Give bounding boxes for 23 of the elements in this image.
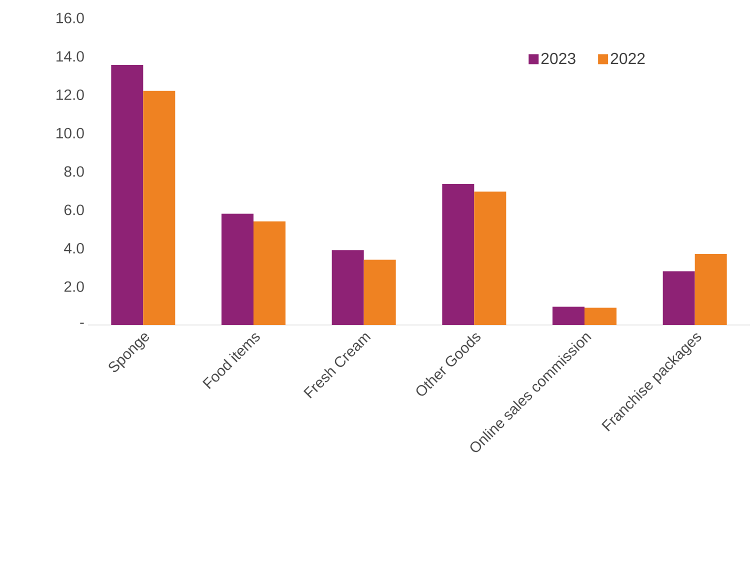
legend-label: 2023 [541,52,576,64]
y-tick-label: 16.0 [56,12,84,24]
y-tick-label: - [80,322,84,324]
bar [143,90,176,325]
bar [694,254,727,325]
bar [552,306,585,325]
bar [442,184,474,325]
y-tick-label: 4.0 [64,242,84,254]
y-tick-label: 14.0 [56,51,84,62]
y-tick-label: 10.0 [56,128,84,138]
y-tick-label: 2.0 [64,281,84,292]
bar [111,65,144,325]
bar [662,271,695,325]
y-tick-label: 6.0 [64,204,84,216]
bar [364,260,396,325]
bar [222,214,254,325]
bar [584,308,617,325]
y-tick-label: 12.0 [56,89,84,100]
legend-label: 2022 [610,52,645,64]
bar [474,192,506,325]
bar [254,221,286,325]
y-tick-label: 8.0 [64,166,84,177]
bar [332,250,364,325]
